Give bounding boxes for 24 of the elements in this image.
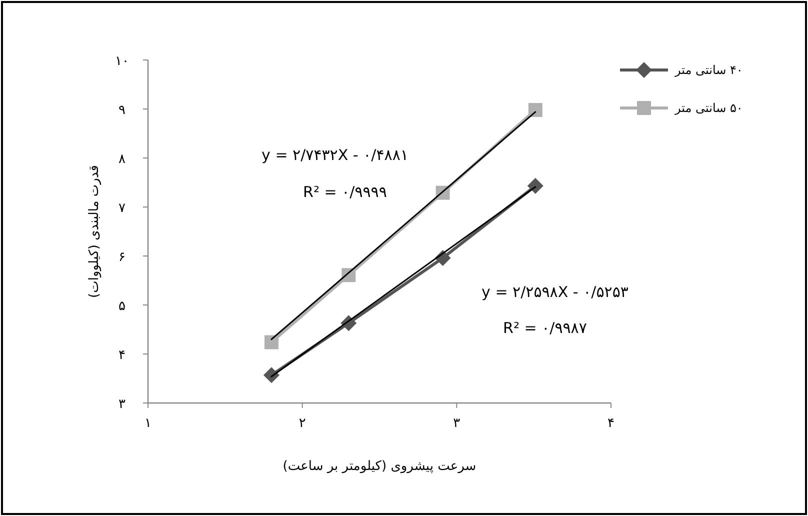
x-tick-label: ۲ <box>298 416 306 431</box>
y-tick-label: ۸ <box>118 152 126 167</box>
x-tick-label: ۳ <box>453 416 460 431</box>
point <box>264 335 278 350</box>
annotation: R² = ۰/۹۹۸۷ <box>503 319 587 337</box>
annotation: y = ۲/۷۴۳۲X - ۰/۴۸۸۱ <box>262 146 408 164</box>
point <box>528 102 542 117</box>
point <box>527 178 544 194</box>
y-tick-label: ۷ <box>118 201 126 216</box>
annotation: y = ۲/۲۵۹۸X - ۰/۵۲۵۳ <box>482 283 628 301</box>
legend-label: ۵۰ سانتی متر <box>674 101 743 115</box>
point <box>263 367 280 384</box>
annotation: R² = ۰/۹۹۹۹ <box>303 183 387 201</box>
x-tick-label: ۱ <box>144 416 152 431</box>
x-axis-title: سرعت پیشروی (کیلومتر بر ساعت) <box>282 459 476 474</box>
y-tick-label: ۱۰ <box>115 54 129 69</box>
y-tick-label: ۵ <box>118 299 126 314</box>
y-tick-label: ۶ <box>118 250 126 265</box>
x-tick-label: ۴ <box>608 416 615 431</box>
legend-label: ۴۰ سانتی متر <box>674 63 743 77</box>
y-tick-label: ۹ <box>118 103 126 118</box>
y-tick-label: ۳ <box>118 397 126 412</box>
y-axis-title: قدرت مالبندی (کیلووات) <box>87 165 102 298</box>
y-tick-label: ۴ <box>118 348 126 363</box>
